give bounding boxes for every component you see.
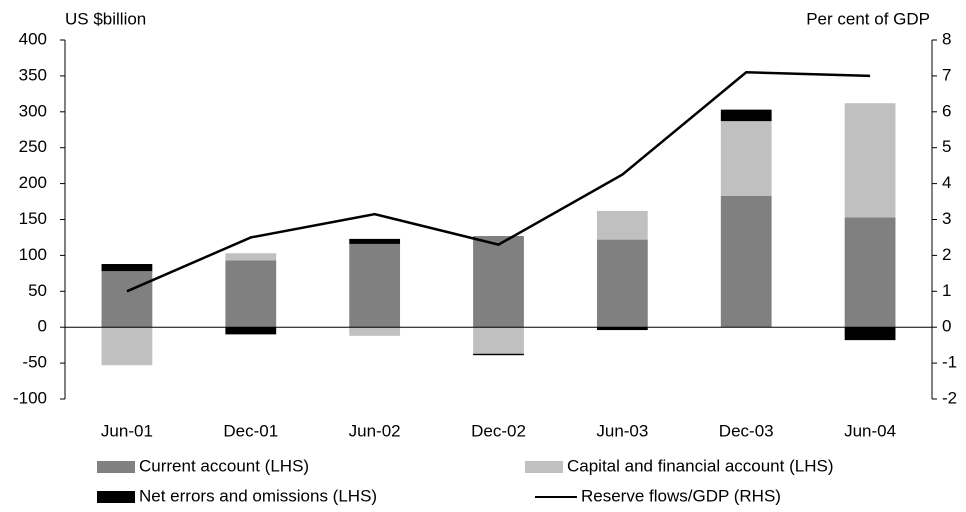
x-tick-label: Dec-03	[719, 421, 774, 440]
bar	[720, 109, 772, 122]
y-tick-label: 400	[19, 29, 47, 48]
y-tick-label: 0	[38, 317, 47, 336]
bar	[596, 239, 648, 328]
line	[126, 71, 871, 293]
bar	[101, 271, 153, 328]
y2-tick-label: -1	[942, 353, 957, 372]
y2-tick-label: 5	[942, 137, 951, 156]
y2-tick-label: 2	[942, 245, 951, 264]
y-tick-label: 150	[19, 209, 47, 228]
x-tick-label: Jun-04	[844, 421, 896, 440]
bar	[225, 253, 277, 261]
legend-label: Net errors and omissions (LHS)	[139, 486, 377, 505]
y2-tick-label: 7	[942, 65, 951, 84]
bar	[720, 195, 772, 328]
y2-axis-label: Per cent of GDP	[806, 9, 930, 28]
legend-label: Capital and financial account (LHS)	[567, 456, 833, 475]
x-tick-label: Dec-01	[223, 421, 278, 440]
y-tick-label: 350	[19, 65, 47, 84]
y-tick-label: 250	[19, 137, 47, 156]
bar	[720, 121, 772, 196]
y-tick-label: 200	[19, 173, 47, 192]
legend-label: Reserve flows/GDP (RHS)	[581, 486, 781, 505]
y-tick-label: -50	[22, 353, 47, 372]
legend-swatch	[525, 461, 563, 473]
bar	[844, 103, 896, 218]
bar	[349, 327, 401, 336]
bar	[473, 236, 524, 328]
y-axis-label: US $billion	[65, 9, 146, 28]
bar	[101, 264, 153, 272]
legend-label: Current account (LHS)	[139, 456, 309, 475]
x-tick-label: Jun-01	[101, 421, 153, 440]
bar	[473, 327, 524, 354]
y-tick-label: -100	[13, 388, 47, 407]
bar	[101, 327, 153, 366]
x-tick-label: Jun-03	[596, 421, 648, 440]
x-tick-label: Dec-02	[471, 421, 526, 440]
y-tick-label: 100	[19, 245, 47, 264]
bar	[225, 327, 277, 335]
bar	[596, 327, 648, 331]
y2-tick-label: 3	[942, 209, 951, 228]
bar	[844, 217, 896, 328]
bar	[349, 243, 401, 328]
y2-tick-label: -2	[942, 388, 957, 407]
bar	[349, 238, 401, 244]
y2-tick-label: 4	[942, 173, 951, 192]
bar	[225, 260, 277, 328]
y2-tick-label: 6	[942, 101, 951, 120]
y2-tick-label: 0	[942, 317, 951, 336]
legend-swatch	[97, 491, 135, 503]
bar	[596, 210, 648, 240]
legend-swatch	[97, 461, 135, 473]
y-tick-label: 300	[19, 101, 47, 120]
x-tick-label: Jun-02	[349, 421, 401, 440]
y-tick-label: 50	[28, 281, 47, 300]
bar	[844, 327, 896, 341]
y2-tick-label: 8	[942, 29, 951, 48]
y2-tick-label: 1	[942, 281, 951, 300]
bar	[473, 353, 524, 356]
